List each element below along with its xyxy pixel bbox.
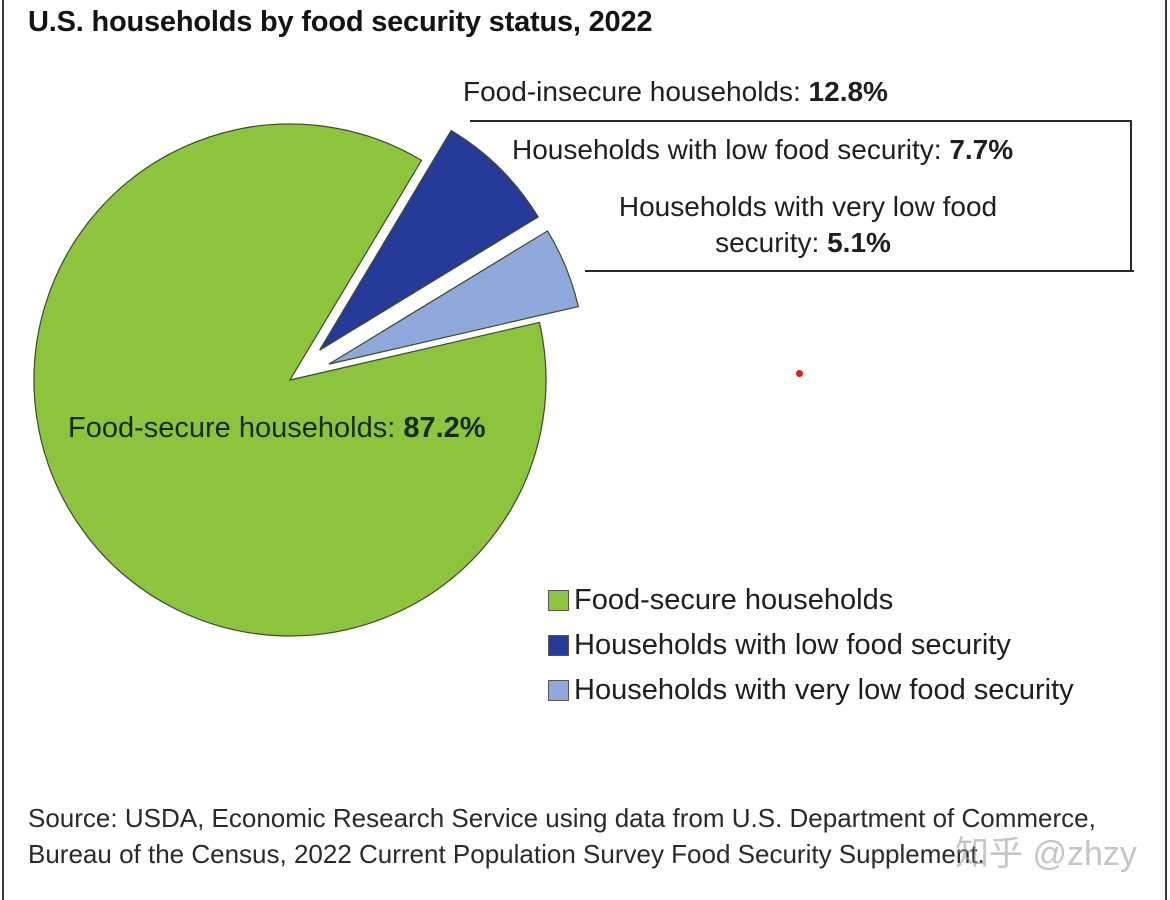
slice-low-security xyxy=(319,129,540,351)
very-low-security-label-line1: Households with very low food xyxy=(619,191,997,222)
watermark: 知乎 @zhzy xyxy=(955,835,1137,873)
chart-title: U.S. households by food security status,… xyxy=(28,6,653,38)
food-secure-value: 87.2% xyxy=(403,412,485,444)
legend: Food-secure households Households with l… xyxy=(548,578,1074,713)
legend-swatch-food-secure xyxy=(548,590,569,611)
source-note: Source: USDA, Economic Research Service … xyxy=(28,803,1096,869)
frame-right-border xyxy=(1165,0,1167,900)
legend-item-very-low-security: Households with very low food security xyxy=(548,668,1074,713)
food-insecure-value: 12.8% xyxy=(809,76,888,107)
callout-box xyxy=(470,120,1132,271)
legend-swatch-low-security xyxy=(548,635,569,656)
very-low-security-label-text: security: xyxy=(715,227,827,258)
food-insecure-label: Food-insecure households: 12.8% xyxy=(463,76,888,107)
frame-left-border xyxy=(2,0,4,900)
legend-label-low-security: Households with low food security xyxy=(574,629,1011,661)
very-low-security-label-line2: security: 5.1% xyxy=(715,227,891,258)
food-insecure-label-text: Food-insecure households: xyxy=(463,76,809,107)
very-low-security-value: 5.1% xyxy=(827,227,891,258)
low-security-label: Households with low food security: 7.7% xyxy=(512,134,1013,165)
red-dot-marker xyxy=(796,370,803,377)
low-security-value: 7.7% xyxy=(949,134,1013,165)
food-secure-label: Food-secure households: 87.2% xyxy=(68,412,486,444)
low-security-label-text: Households with low food security: xyxy=(512,134,949,165)
legend-label-food-secure: Food-secure households xyxy=(574,584,894,616)
food-secure-label-text: Food-secure households: xyxy=(68,412,403,444)
legend-label-very-low-security: Households with very low food security xyxy=(574,674,1074,706)
slice-very-low-security xyxy=(328,230,580,365)
legend-item-food-secure: Food-secure households xyxy=(548,578,1074,623)
legend-swatch-very-low-security xyxy=(548,680,569,701)
slice-food-secure xyxy=(33,123,547,637)
pie-slices xyxy=(33,123,580,637)
legend-item-low-security: Households with low food security xyxy=(548,623,1074,668)
callout-box-bottom-border xyxy=(585,270,1134,272)
